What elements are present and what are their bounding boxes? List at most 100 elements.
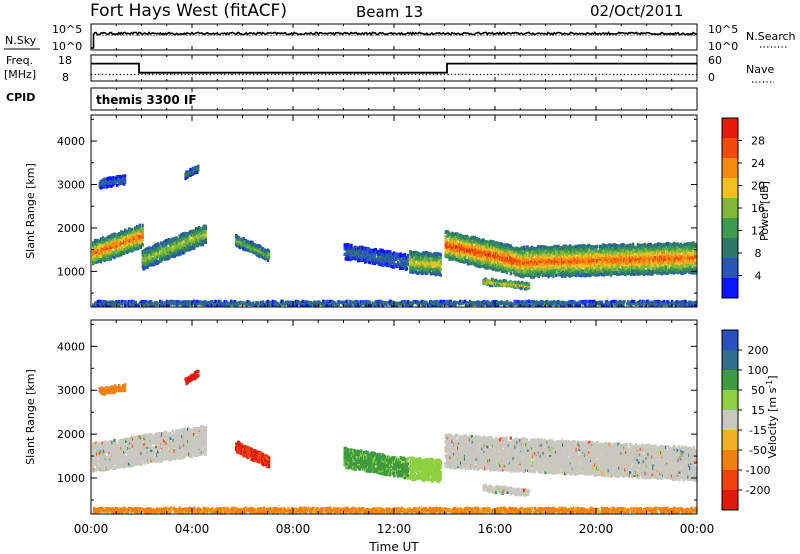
power-cell — [131, 240, 135, 244]
power-cell — [107, 250, 110, 254]
power-cell — [197, 164, 200, 168]
power-cell — [186, 232, 189, 236]
power-cell — [109, 257, 112, 261]
station-title: Fort Hays West (fitACF) — [90, 1, 287, 21]
power-cell — [92, 260, 95, 264]
power-cell — [154, 252, 157, 256]
power-cell — [158, 245, 161, 249]
power-cell — [161, 256, 165, 260]
power-cell — [141, 243, 144, 247]
power-cell — [204, 226, 207, 230]
power-cell — [694, 254, 697, 259]
power-cell — [154, 258, 157, 262]
power-cell — [113, 256, 116, 260]
power-cell — [105, 246, 108, 250]
power-cell — [141, 229, 144, 233]
power-cell — [157, 249, 160, 253]
power-cell — [509, 272, 512, 276]
power-cell — [694, 242, 697, 247]
power-cell — [267, 252, 271, 257]
power-echo-cells — [92, 164, 697, 308]
power-cell — [146, 257, 149, 261]
power-cell — [123, 174, 127, 178]
power-cell — [527, 282, 531, 287]
power-cell — [126, 231, 129, 236]
cpid-text: themis 3300 IF — [96, 93, 197, 107]
power-cell — [204, 230, 207, 234]
power-cell — [97, 241, 101, 246]
power-cell — [164, 251, 168, 255]
power-cell — [141, 235, 144, 239]
nave-label: Nave — [746, 63, 774, 76]
power-cell — [439, 261, 442, 265]
power-cell — [141, 223, 144, 227]
power-cell — [141, 226, 144, 230]
power-cell — [204, 235, 207, 239]
power-cell — [113, 251, 116, 255]
date-label: 02/Oct/2011 — [590, 2, 683, 20]
power-cell — [406, 262, 409, 267]
power-cell — [146, 265, 149, 269]
power-cell — [98, 247, 102, 251]
power-cell — [134, 231, 138, 235]
nsearch-label: N.Search — [746, 30, 796, 43]
power-cell — [201, 229, 205, 234]
power-cell — [157, 252, 160, 256]
power-cell — [193, 246, 196, 250]
freq-panel: Freq. [MHz] 18 8 60 0 Nave — [4, 54, 774, 84]
nsky-panel: N.Sky 10^5 10^0 10^5 10^0 N.Search — [4, 23, 796, 53]
power-cell — [172, 245, 175, 249]
power-cell — [193, 230, 197, 234]
power-cell — [160, 247, 164, 251]
power-cell — [117, 254, 120, 258]
power-cell — [123, 230, 126, 235]
power-cell — [122, 238, 125, 242]
power-cell — [201, 243, 205, 247]
power-cell — [596, 244, 599, 249]
power-cell — [439, 253, 442, 257]
power-cell — [110, 184, 113, 188]
power-cell — [169, 247, 173, 251]
power-cell — [195, 240, 199, 244]
power-cell — [148, 246, 151, 250]
power-cell — [405, 267, 409, 271]
power-cell — [137, 242, 140, 246]
power-cell — [120, 230, 123, 234]
power-cell — [98, 240, 102, 244]
nave-tick-top: 60 — [708, 54, 722, 67]
power-cell — [261, 300, 265, 304]
freq-tick-bottom: 8 — [62, 71, 69, 84]
power-cell — [191, 246, 194, 250]
power-cell — [93, 260, 97, 264]
power-cell — [119, 244, 122, 248]
power-cell — [121, 241, 124, 245]
power-cell — [139, 244, 142, 248]
nsearch-tick-top: 10^5 — [708, 23, 738, 36]
power-cell — [131, 246, 135, 250]
power-cell — [445, 238, 448, 242]
power-cell — [92, 255, 96, 259]
power-cell — [140, 241, 143, 245]
power-cell — [406, 253, 409, 258]
power-cell — [110, 245, 113, 249]
power-cell — [141, 231, 144, 235]
power-cell — [181, 245, 184, 249]
power-cell — [101, 180, 104, 185]
power-cell — [98, 258, 102, 262]
power-cell — [97, 249, 101, 253]
power-cell — [141, 238, 144, 242]
power-cell — [204, 237, 207, 241]
power-cell — [119, 238, 122, 242]
power-cell — [179, 252, 182, 256]
power-cell — [103, 258, 106, 263]
power-cell — [144, 259, 147, 263]
power-cell — [148, 257, 151, 262]
power-cell — [189, 245, 192, 249]
power-cell — [181, 236, 184, 240]
power-cell — [189, 230, 192, 234]
power-cell — [114, 181, 117, 185]
power-cell — [350, 243, 353, 247]
power-cell — [158, 243, 161, 247]
